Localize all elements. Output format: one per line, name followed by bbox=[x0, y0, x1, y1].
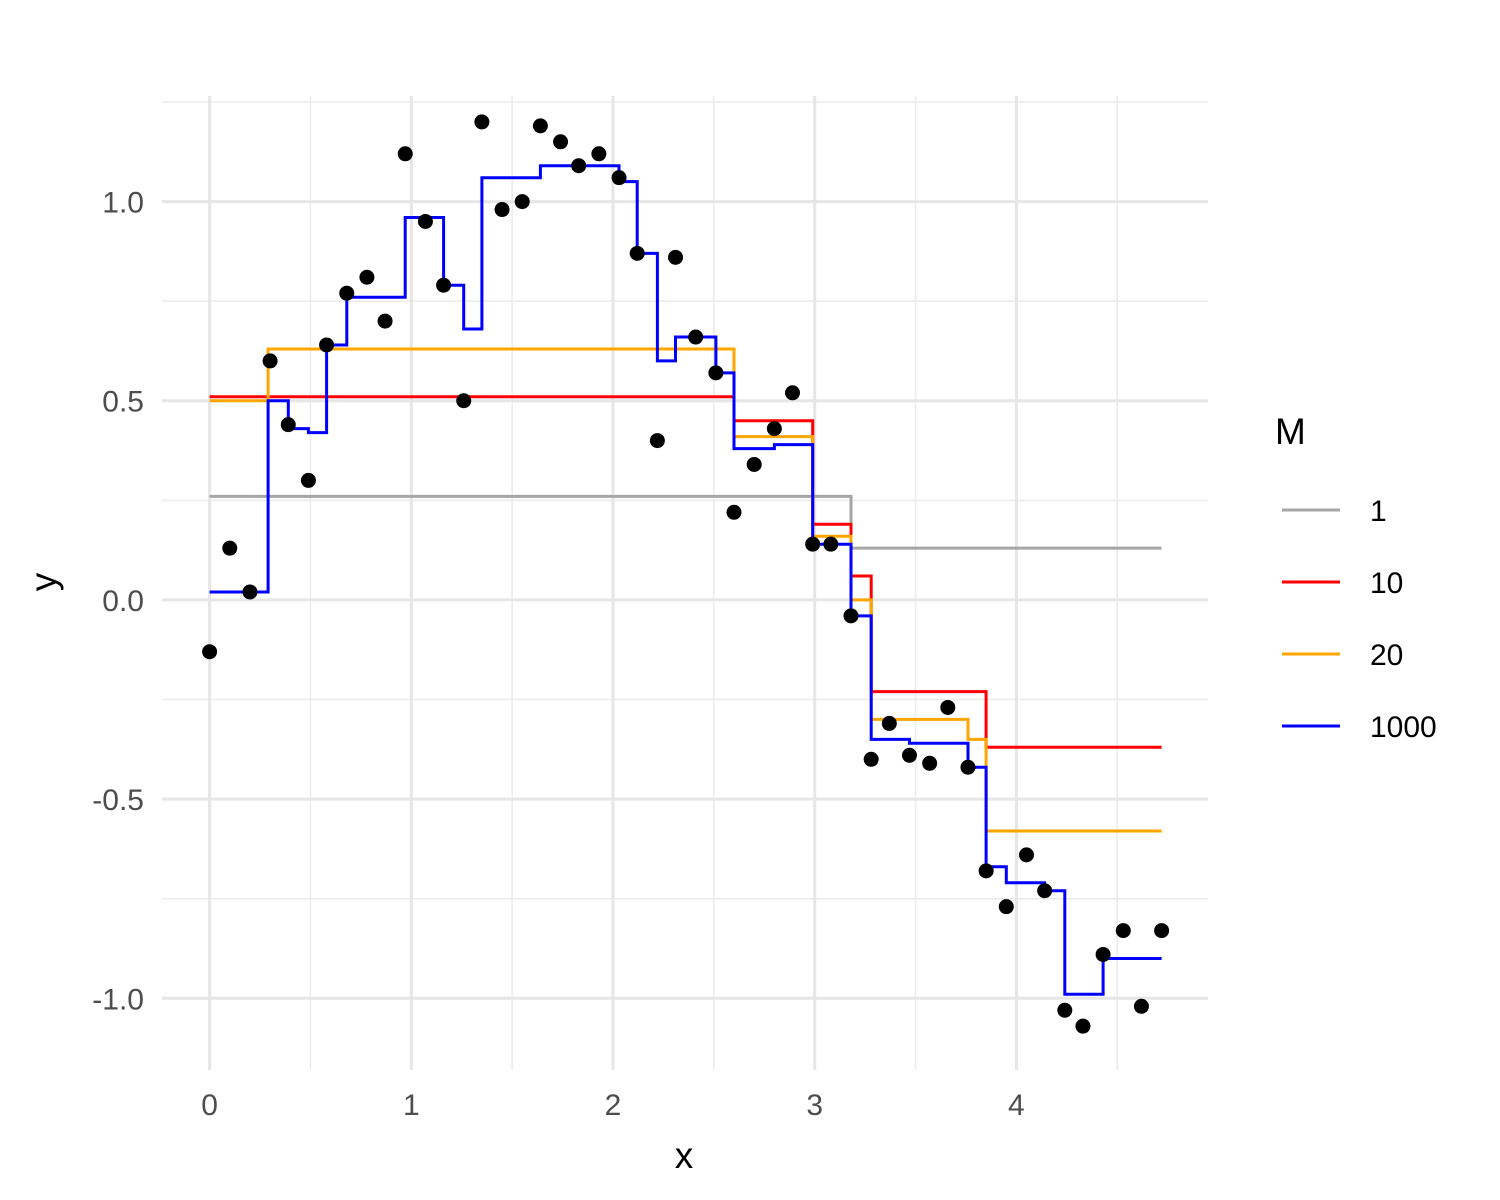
data-point bbox=[1018, 847, 1034, 863]
legend-label-1: 1 bbox=[1370, 495, 1387, 528]
data-point bbox=[1133, 998, 1149, 1014]
y-tick-label: -1.0 bbox=[92, 983, 144, 1016]
data-point bbox=[456, 393, 472, 409]
data-point bbox=[785, 385, 801, 401]
data-point bbox=[960, 759, 976, 775]
data-point bbox=[805, 536, 821, 552]
data-point bbox=[668, 249, 684, 265]
data-point bbox=[1095, 946, 1111, 962]
data-point bbox=[843, 608, 859, 624]
data-point bbox=[1075, 1018, 1091, 1034]
data-point bbox=[998, 899, 1014, 915]
data-point bbox=[222, 540, 238, 556]
data-point bbox=[339, 285, 355, 301]
y-axis-title: y bbox=[23, 572, 64, 591]
data-point bbox=[1057, 1002, 1073, 1018]
data-point bbox=[300, 472, 316, 488]
data-point bbox=[940, 699, 956, 715]
y-tick-label: -0.5 bbox=[92, 784, 144, 817]
data-point bbox=[688, 329, 704, 345]
data-point bbox=[881, 715, 897, 731]
major-gridlines bbox=[162, 96, 1208, 1070]
data-point bbox=[823, 536, 839, 552]
data-point bbox=[591, 146, 607, 162]
data-points bbox=[202, 114, 1170, 1034]
series-line-1 bbox=[209, 494, 1162, 550]
x-tick-label: 2 bbox=[605, 1089, 622, 1122]
data-point bbox=[377, 313, 393, 329]
data-point bbox=[359, 269, 375, 285]
legend: M 1 10 20 1000 bbox=[1275, 411, 1437, 744]
x-tick-label: 3 bbox=[806, 1089, 823, 1122]
data-point bbox=[514, 194, 530, 210]
data-point bbox=[262, 353, 278, 369]
data-point bbox=[863, 751, 879, 767]
data-point bbox=[532, 118, 548, 134]
y-axis-ticks: -1.0 -0.5 0.0 0.5 1.0 bbox=[92, 187, 144, 1017]
data-point bbox=[611, 170, 627, 186]
data-point bbox=[474, 114, 490, 130]
data-point bbox=[494, 202, 510, 218]
data-point bbox=[922, 755, 938, 771]
data-point bbox=[280, 417, 296, 433]
legend-label-1000: 1000 bbox=[1370, 711, 1437, 744]
legend-label-20: 20 bbox=[1370, 639, 1403, 672]
y-tick-label: 0.5 bbox=[102, 386, 144, 419]
data-point bbox=[901, 747, 917, 763]
x-tick-label: 1 bbox=[403, 1089, 420, 1122]
data-point bbox=[571, 158, 587, 174]
data-point bbox=[978, 863, 994, 879]
data-point bbox=[417, 213, 433, 229]
data-point bbox=[202, 644, 218, 660]
x-tick-label: 4 bbox=[1008, 1089, 1025, 1122]
data-point bbox=[629, 245, 645, 261]
data-point bbox=[553, 134, 569, 150]
x-axis-ticks: 0 1 2 3 4 bbox=[201, 1089, 1024, 1122]
x-axis-title: x bbox=[675, 1135, 694, 1176]
y-tick-label: 0.0 bbox=[102, 585, 144, 618]
series-lines bbox=[209, 164, 1162, 996]
data-point bbox=[726, 504, 742, 520]
legend-title: M bbox=[1275, 411, 1306, 452]
data-point bbox=[436, 277, 452, 293]
legend-label-10: 10 bbox=[1370, 567, 1403, 600]
minor-gridlines bbox=[162, 96, 1208, 1070]
data-point bbox=[1115, 923, 1131, 939]
data-point bbox=[649, 433, 665, 449]
series-line-1000 bbox=[209, 164, 1162, 996]
data-point bbox=[708, 365, 724, 381]
data-point bbox=[397, 146, 413, 162]
data-point bbox=[1154, 923, 1170, 939]
data-point bbox=[766, 421, 782, 437]
x-tick-label: 0 bbox=[201, 1089, 218, 1122]
data-point bbox=[319, 337, 335, 353]
data-point bbox=[242, 584, 258, 600]
data-point bbox=[1037, 883, 1053, 899]
data-point bbox=[746, 456, 762, 472]
y-tick-label: 1.0 bbox=[102, 187, 144, 220]
